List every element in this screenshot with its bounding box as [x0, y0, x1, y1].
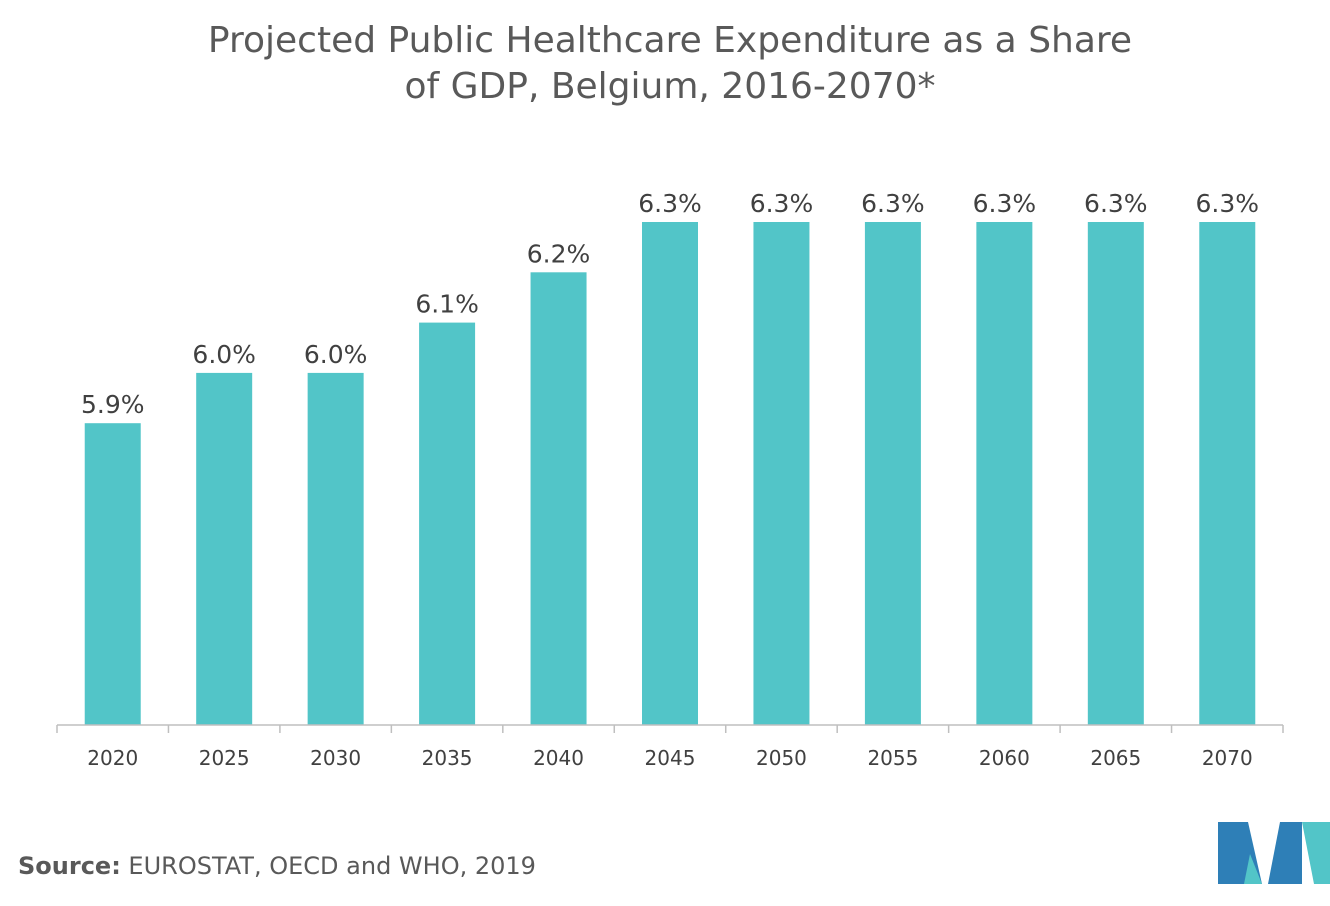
x-tick-label-2055: 2055	[867, 746, 918, 770]
data-labels-layer: 5.9% 6.0% 6.0% 6.1% 6.2% 6.3% 6.3% 6.3% 6.3% 6.3%…	[81, 189, 1259, 419]
source-note: Source: EUROSTAT, OECD and WHO, 2019	[18, 852, 536, 880]
bar-2055	[864, 222, 921, 725]
x-axis: 2020 2025 2030 2035 2040 2045 2050 2055 2060 2065…	[56, 724, 1284, 770]
bar-2065	[1087, 222, 1144, 725]
x-tick-label-2065: 2065	[1090, 746, 1141, 770]
source-label: Source:	[18, 852, 121, 880]
x-tick-label-2070: 2070	[1202, 746, 1253, 770]
bar-2030	[307, 372, 364, 725]
source-text: EUROSTAT, OECD and WHO, 2019	[120, 852, 536, 880]
bar-2050	[753, 222, 810, 725]
brand-logo	[1218, 822, 1330, 884]
bar-2020	[84, 423, 141, 725]
chart-title-line-2: of GDP, Belgium, 2016-2070*	[404, 66, 936, 107]
data-label-2045: 6.3%	[638, 189, 702, 218]
data-label-2050: 6.3%	[750, 189, 814, 218]
data-label-2030: 6.0%	[304, 340, 368, 369]
data-label-2025: 6.0%	[192, 340, 256, 369]
x-tick-label-2025: 2025	[199, 746, 250, 770]
bars-layer	[84, 222, 1256, 725]
bar-2040	[530, 272, 587, 725]
x-tick-label-2045: 2045	[645, 746, 696, 770]
data-label-2055: 6.3%	[861, 189, 925, 218]
logo-right-slab	[1268, 822, 1302, 884]
x-tick-label-2060: 2060	[979, 746, 1030, 770]
data-label-2040: 6.2%	[527, 239, 591, 268]
x-tick-label-2050: 2050	[756, 746, 807, 770]
bar-2060	[976, 222, 1033, 725]
bar-chart: 5.9% 6.0% 6.0% 6.1% 6.2% 6.3% 6.3% 6.3% 6.3% 6.3%…	[56, 189, 1284, 770]
data-label-2070: 6.3%	[1196, 189, 1260, 218]
data-label-2020: 5.9%	[81, 390, 145, 419]
data-label-2060: 6.3%	[973, 189, 1037, 218]
bar-2035	[419, 322, 476, 725]
data-label-2065: 6.3%	[1084, 189, 1148, 218]
x-tick-label-2030: 2030	[310, 746, 361, 770]
chart-title: Projected Public Healthcare Expenditure …	[0, 18, 1330, 110]
logo-left-wedge	[1244, 854, 1262, 884]
x-tick-label-2040: 2040	[533, 746, 584, 770]
logo-right-wedge	[1302, 822, 1330, 884]
bar-2025	[196, 372, 253, 725]
bar-2070	[1199, 222, 1256, 725]
x-tick-label-2035: 2035	[422, 746, 473, 770]
chart-title-line-1: Projected Public Healthcare Expenditure …	[207, 20, 1133, 61]
x-tick-label-2020: 2020	[87, 746, 138, 770]
data-label-2035: 6.1%	[415, 290, 479, 319]
bar-2045	[642, 222, 698, 725]
